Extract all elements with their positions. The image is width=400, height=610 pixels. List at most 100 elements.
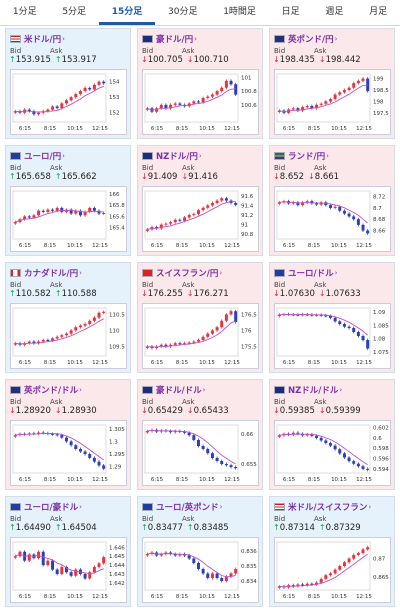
candle-body <box>173 103 177 105</box>
arrow-up-icon: ↑ <box>54 289 62 298</box>
pair-name[interactable]: NZドル/ドル <box>288 386 339 396</box>
pair-name[interactable]: 英ポンド/ドル <box>24 386 79 396</box>
candlestick-chart[interactable]: 91.6 91.4 91.2 91 90.8 6:15 8:15 10:15 12:15 <box>142 186 259 252</box>
currency-card[interactable]: ユーロ/豪ドル › Bid Ask ↑1.64490 ↑1.64504 1.646 1.645… <box>5 496 131 607</box>
candlestick-chart[interactable]: 101 100.8 100.6 6:15 8:15 10:15 12:15 <box>142 69 259 135</box>
ask-label: Ask <box>314 164 327 172</box>
currency-card[interactable]: 英ポンド/ドル › Bid Ask ↓1.28920 ↓1.28930 1.305 1.3 1.… <box>5 379 131 490</box>
y-tick-label: 165.4 <box>109 226 125 232</box>
pair-name[interactable]: カナダドル/円 <box>24 269 79 279</box>
candlestick-chart[interactable]: 1.305 1.3 1.295 1.29 6:15 8:15 10:15 12:15 <box>10 420 127 486</box>
candle-body <box>27 341 31 344</box>
y-tick-label: 91 <box>241 223 248 229</box>
candle-body <box>83 87 87 92</box>
candlestick-chart[interactable]: 0.87 0.865 6:15 8:15 10:15 12:15 <box>274 537 391 603</box>
pair-name[interactable]: NZドル/円 <box>156 152 198 162</box>
chevron-right-icon: › <box>79 269 82 277</box>
chart-svg: 1.305 1.3 1.295 1.29 6:15 8:15 10:15 12:15 <box>12 424 125 483</box>
pair-name[interactable]: 豪ドル/ドル <box>156 386 202 396</box>
currency-card[interactable]: NZドル/円 › Bid Ask ↓91.409 ↓91.416 91.6 91.4 91.2 9… <box>137 145 263 256</box>
currency-card[interactable]: ユーロ/円 › Bid Ask ↑165.658 ↑165.662 166 165.8 165.… <box>5 145 131 256</box>
arrow-up-icon: ↑ <box>318 523 326 532</box>
tab-5[interactable]: 日足 <box>281 7 300 17</box>
tab-2[interactable]: 15分足 <box>98 0 156 25</box>
candlestick-chart[interactable]: 176.5 176 175.5 6:15 8:15 10:15 12:15 <box>142 303 259 369</box>
tab-1[interactable]: 5分足 <box>62 7 87 17</box>
pair-name[interactable]: 米ドル/スイスフラン <box>288 503 368 513</box>
tab-4[interactable]: 1時間足 <box>223 7 256 17</box>
currency-card[interactable]: 英ポンド/円 › Bid Ask ↓198.435 ↓198.442 199 198.5 198… <box>269 28 395 139</box>
currency-card[interactable]: NZドル/ドル › Bid Ask ↓0.59385 ↓0.59399 0.602 0.6 0.… <box>269 379 395 490</box>
candlestick-chart[interactable]: 0.602 0.6 0.598 0.596 0.594 6:15 8:15 10:15 12:1… <box>274 420 391 486</box>
ask-label: Ask <box>314 398 327 406</box>
candle-body <box>102 81 106 84</box>
candle-body <box>305 583 309 586</box>
candle-body <box>201 207 205 211</box>
flag-icon <box>10 269 21 277</box>
pair-name[interactable]: ユーロ/ドル <box>288 269 334 279</box>
currency-card[interactable]: 豪ドル/円 › Bid Ask ↓100.705 ↓100.710 101 100.8 100.… <box>137 28 263 139</box>
candle-body <box>196 563 200 569</box>
candlestick-chart[interactable]: 0.836 0.835 0.834 6:15 8:15 10:15 12:15 <box>142 537 259 603</box>
pair-name[interactable]: スイスフラン/円 <box>156 269 219 279</box>
currency-card[interactable]: 豪ドル/ドル › Bid Ask ↓0.65429 ↓0.65433 0.66 0.655 6:… <box>137 379 263 490</box>
candle-body <box>206 205 210 208</box>
pair-name[interactable]: 英ポンド/円 <box>288 35 334 45</box>
ask-label: Ask <box>50 47 63 55</box>
currency-card[interactable]: ユーロ/ドル › Bid Ask ↓1.07630 ↓1.07633 1.09 1.085 1.… <box>269 262 395 373</box>
pair-name[interactable]: 米ドル/円 <box>24 35 62 45</box>
tab-0[interactable]: 1分足 <box>12 7 37 17</box>
pair-name[interactable]: ユーロ/円 <box>24 152 62 162</box>
tab-7[interactable]: 月足 <box>369 7 388 17</box>
candlestick-chart[interactable]: 154 153 152 6:15 8:15 10:15 12:15 <box>10 69 127 135</box>
candlestick-chart[interactable]: 8.72 8.7 8.68 8.66 6:15 8:15 10:15 12:15 <box>274 186 391 252</box>
candle-body <box>234 203 238 205</box>
candlestick-chart[interactable]: 1.09 1.085 1.08 1.075 6:15 8:15 10:15 12:15 <box>274 303 391 369</box>
candlestick-chart[interactable]: 0.66 0.655 6:15 8:15 10:15 12:15 <box>142 420 259 486</box>
tab-6[interactable]: 週足 <box>325 7 344 17</box>
candlestick-chart[interactable]: 166 165.8 165.6 165.4 6:15 8:15 10:15 12:15 <box>10 186 127 252</box>
candlestick-chart[interactable]: 110.5 110 109.5 6:15 8:15 10:15 12:15 <box>10 303 127 369</box>
pair-name[interactable]: 豪ドル/円 <box>156 35 194 45</box>
currency-card[interactable]: ユーロ/英ポンド › Bid Ask ↑0.83477 ↑0.83485 0.836 0.83… <box>137 496 263 607</box>
x-tick-label: 10:15 <box>331 360 347 366</box>
candle-body <box>97 210 101 214</box>
candle-body <box>32 341 36 344</box>
y-tick-label: 154 <box>109 80 120 86</box>
candle-body <box>366 547 370 550</box>
currency-card[interactable]: ランド/円 › Bid Ask ↓8.652 ↓8.661 8.72 8.7 8.68 8.66 6… <box>269 145 395 256</box>
bid-label: Bid <box>142 515 154 523</box>
ask-label: Ask <box>50 281 63 289</box>
arrow-down-icon: ↓ <box>141 55 148 64</box>
x-tick-label: 10:15 <box>331 243 347 249</box>
card-header: 豪ドル/ドル › <box>142 383 258 397</box>
candle-body <box>215 327 219 331</box>
currency-card[interactable]: 米ドル/円 › Bid Ask ↑153.915 ↑153.917 154 153 152 6:1… <box>5 28 131 139</box>
candle-body <box>32 215 36 218</box>
y-tick-label: 175.5 <box>241 344 257 350</box>
bid-ask-labels: Bid Ask <box>274 47 354 55</box>
candle-body <box>169 431 173 433</box>
y-tick-label: 176.5 <box>241 312 257 318</box>
candlestick-chart[interactable]: 199 198.5 198 197.5 6:15 8:15 10:15 12:15 <box>274 69 391 135</box>
pair-name[interactable]: ユーロ/豪ドル <box>24 503 79 513</box>
candle-body <box>234 84 238 95</box>
candle-body <box>64 566 68 573</box>
candle-body <box>347 326 351 328</box>
pair-name[interactable]: ランド/円 <box>288 152 326 162</box>
card-header: NZドル/ドル › <box>274 383 390 397</box>
candle-body <box>301 107 305 111</box>
currency-card[interactable]: 米ドル/スイスフラン › Bid Ask ↑0.87314 ↑0.87329 0.87 0.8… <box>269 496 395 607</box>
tab-3[interactable]: 30分足 <box>168 7 198 17</box>
candle-body <box>206 96 210 98</box>
pair-name[interactable]: ユーロ/英ポンド <box>156 503 219 513</box>
bid-ask-labels: Bid Ask <box>10 47 90 55</box>
y-tick-label: 176 <box>241 328 252 334</box>
x-tick-label: 12:15 <box>356 594 372 600</box>
candlestick-chart[interactable]: 1.646 1.645 1.644 1.643 1.642 6:15 8:15 10:15 12… <box>10 537 127 603</box>
currency-card[interactable]: スイスフラン/円 › Bid Ask ↓176.255 ↓176.271 176.5 176 1… <box>137 262 263 373</box>
currency-card[interactable]: カナダドル/円 › Bid Ask ↑110.582 ↑110.588 110.5 110 10… <box>5 262 131 373</box>
candle-body <box>342 562 346 566</box>
chart-frame <box>276 424 371 474</box>
candle-body <box>229 311 233 315</box>
